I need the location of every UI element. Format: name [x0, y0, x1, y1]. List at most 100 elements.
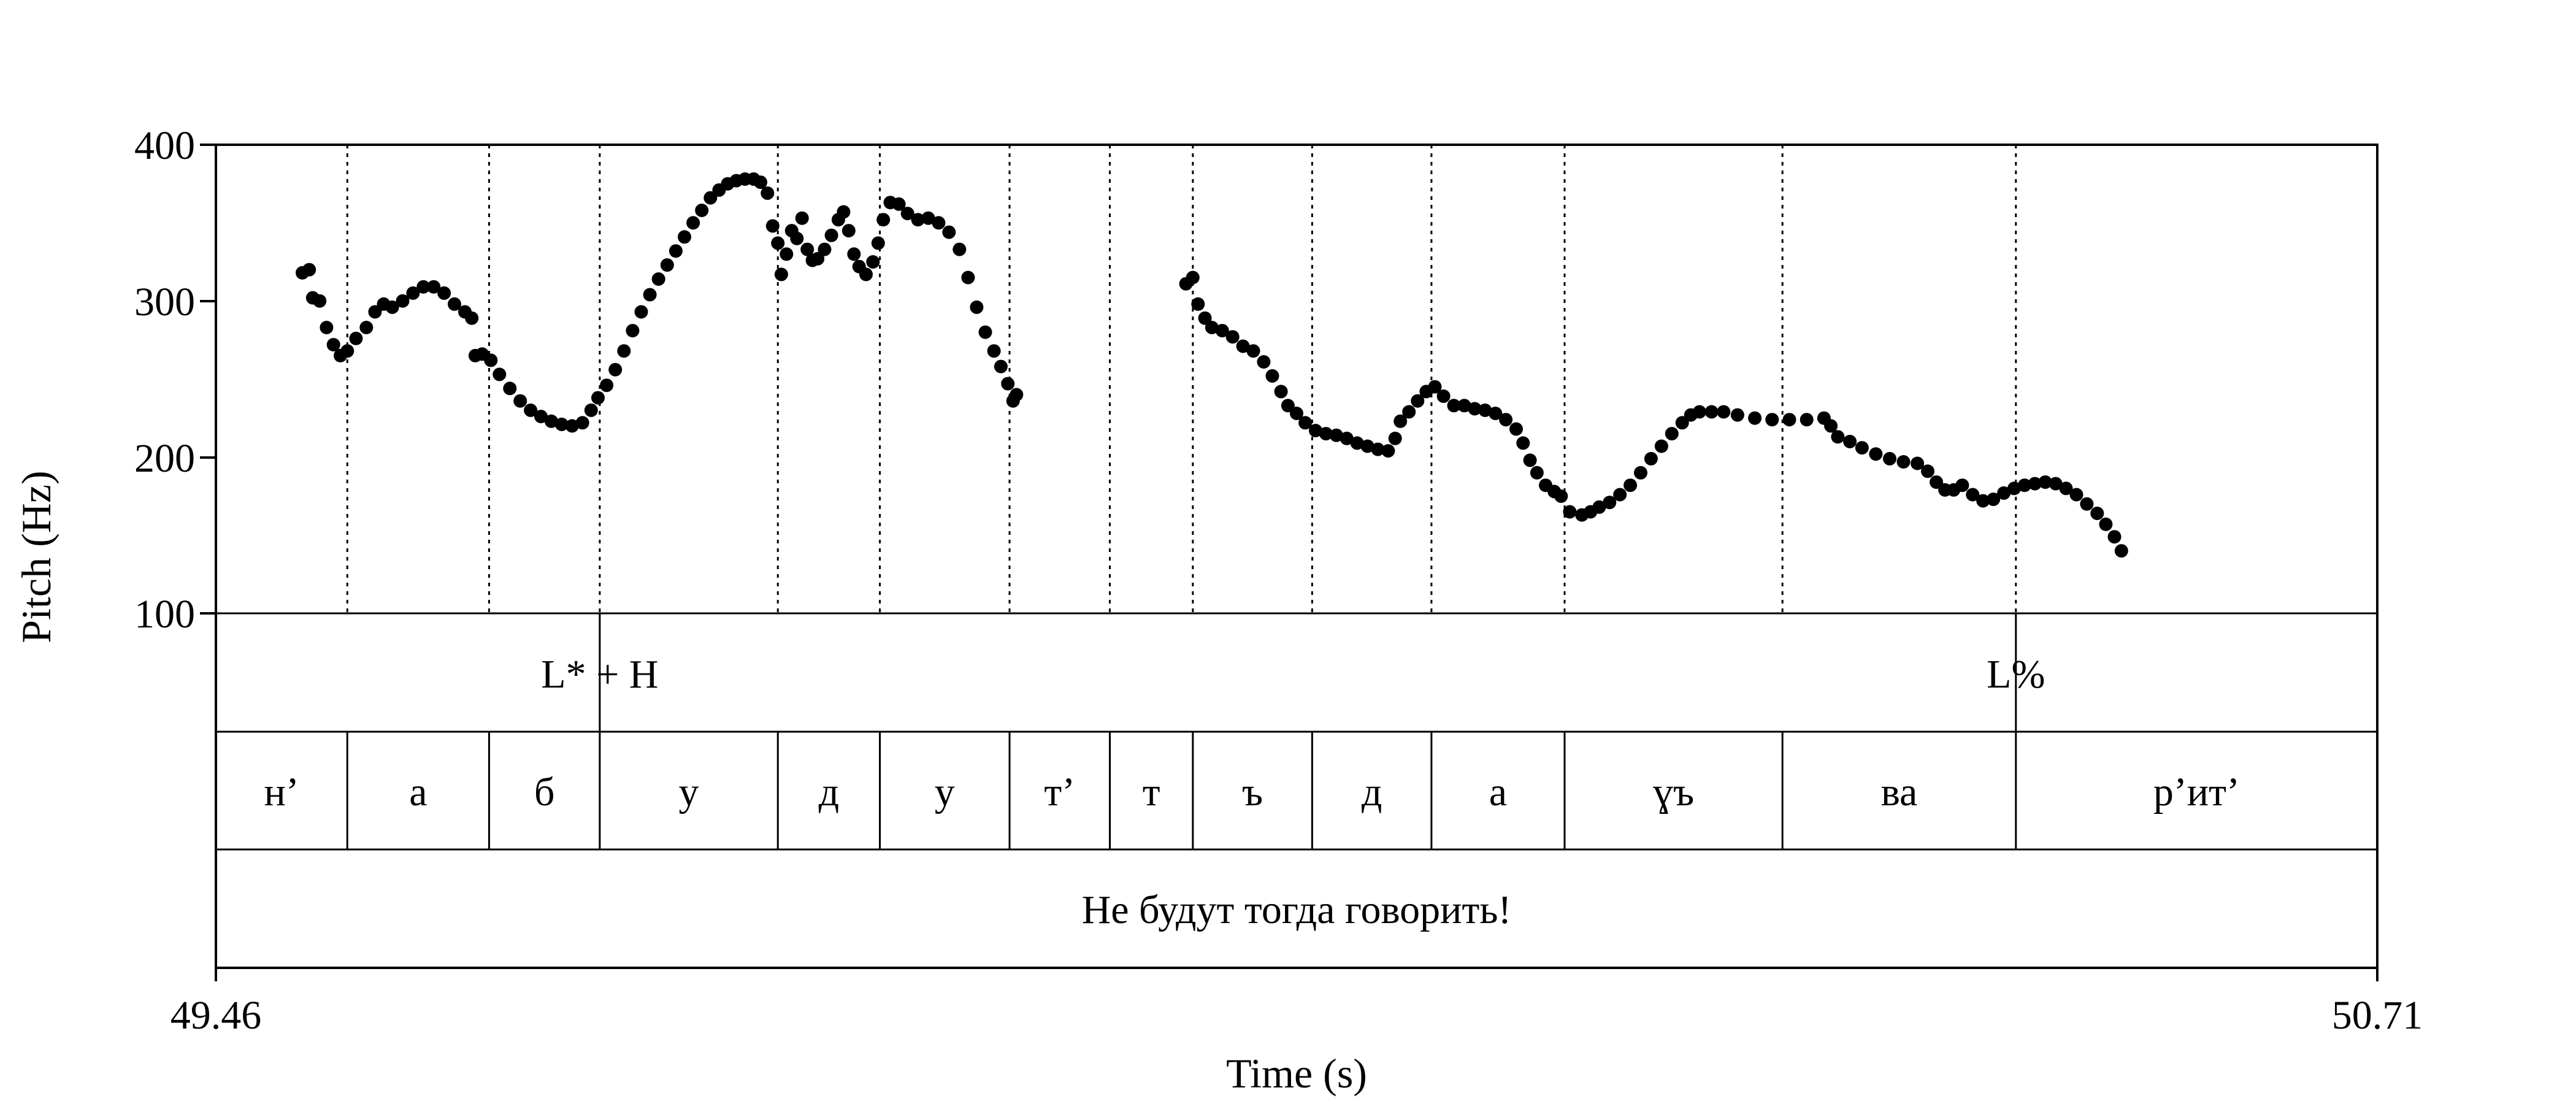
segment-label: ɣъ	[1653, 770, 1694, 815]
pitch-point	[824, 228, 838, 242]
pitch-point	[800, 242, 815, 256]
pitch-point	[1198, 311, 1212, 325]
pitch-point	[2114, 544, 2128, 558]
pitch-point	[302, 263, 316, 277]
pitch-point	[703, 191, 718, 205]
pitch-point	[1215, 324, 1229, 338]
pitch-point	[837, 205, 851, 219]
pitch-point	[1411, 394, 1425, 408]
pitch-point	[2107, 530, 2122, 544]
pitch-point	[790, 231, 804, 245]
pitch-point	[1800, 413, 1814, 427]
pitch-point	[1930, 475, 1944, 489]
pitch-point	[761, 186, 775, 200]
pitch-point	[771, 236, 785, 250]
pitch-point	[859, 267, 873, 282]
pitch-point	[1393, 414, 1408, 428]
pitch-point	[811, 251, 825, 266]
pitch-point	[695, 204, 709, 217]
pitch-point	[349, 331, 363, 345]
pitch-point	[795, 211, 809, 225]
pitch-point	[953, 242, 967, 256]
tier-boundaries	[346, 613, 2017, 849]
pitch-point	[1298, 416, 1313, 430]
pitch-point	[591, 391, 605, 405]
segment-label: д	[1362, 770, 1382, 815]
pitch-point	[1976, 494, 1990, 508]
segment-tier: н’ а б у д у т’ т ъ д а ɣъ ва р’ит’	[264, 770, 2239, 815]
pitch-point	[396, 294, 410, 308]
pitch-point	[1765, 413, 1779, 427]
pitch-point	[987, 344, 1001, 358]
pitch-point	[1665, 427, 1679, 441]
pitch-point	[921, 211, 935, 225]
sentence-label: Не будут тогда говорить!	[1082, 887, 1512, 932]
pitch-point	[1381, 444, 1395, 458]
pitch-point	[1205, 321, 1219, 334]
pitch-point	[427, 280, 441, 294]
pitch-point	[1457, 399, 1471, 413]
pitch-point	[866, 255, 880, 269]
pitch-point	[534, 410, 548, 424]
pitch-point	[686, 216, 700, 230]
pitch-point	[818, 242, 832, 256]
pitch-point	[1191, 297, 1205, 311]
pitch-point	[1509, 422, 1523, 436]
pitch-point	[1281, 399, 1295, 413]
pitch-point	[978, 325, 992, 339]
pitch-point	[961, 270, 975, 285]
pitch-point	[1371, 442, 1385, 456]
pitch-point	[1855, 441, 1869, 455]
pitch-point	[2028, 477, 2042, 491]
pitch-point	[1236, 339, 1250, 353]
pitch-point	[892, 197, 906, 211]
pitch-point	[1436, 389, 1451, 403]
pitch-point	[1499, 413, 1513, 427]
pitch-point	[1883, 451, 1896, 466]
segment-label: т	[1143, 770, 1160, 815]
pitch-point	[1644, 451, 1658, 466]
pitch-point	[1955, 478, 1969, 493]
y-tick-label-400: 400	[134, 123, 195, 168]
pitch-point	[1428, 380, 1442, 394]
pitch-point	[406, 286, 420, 300]
segment-label: р’ит’	[2153, 770, 2240, 815]
pitch-point	[368, 305, 382, 319]
pitch-point	[1001, 377, 1015, 391]
pitch-point	[1824, 419, 1838, 433]
tone-tier: L* + H L%	[541, 652, 2045, 697]
pitch-point	[313, 294, 327, 308]
pitch-point	[1987, 493, 2001, 507]
pitch-point	[513, 394, 527, 408]
pitch-point	[1257, 355, 1271, 369]
pitch-point	[1402, 405, 1416, 419]
pitch-point	[1274, 385, 1288, 399]
pitch-point	[340, 344, 355, 358]
pitch-point	[2038, 475, 2052, 489]
pitch-point	[780, 247, 794, 261]
pitch-point	[900, 207, 914, 221]
pitch-point	[876, 213, 891, 227]
pitch-point	[2049, 477, 2063, 491]
pitch-point	[765, 219, 780, 233]
pitch-point	[1831, 430, 1845, 444]
pitch-point	[437, 286, 451, 300]
pitch-point	[2080, 497, 2094, 511]
pitch-point	[1246, 344, 1260, 358]
pitch-point	[1010, 388, 1024, 402]
pitch-point	[1468, 402, 1482, 416]
pitch-point	[524, 403, 538, 417]
tone-label: L%	[1987, 652, 2045, 697]
pitch-point	[554, 417, 569, 431]
pitch-point	[847, 247, 861, 261]
segment-label: а	[409, 770, 427, 815]
pitch-point	[932, 216, 946, 230]
pitch-point	[1290, 407, 1303, 420]
pitch-point	[871, 236, 885, 250]
pitch-point	[1782, 413, 1796, 427]
pitch-point	[2059, 481, 2073, 496]
pitch-point	[1530, 466, 1544, 480]
pitch-point	[1654, 439, 1668, 453]
pitch-point	[584, 403, 598, 417]
